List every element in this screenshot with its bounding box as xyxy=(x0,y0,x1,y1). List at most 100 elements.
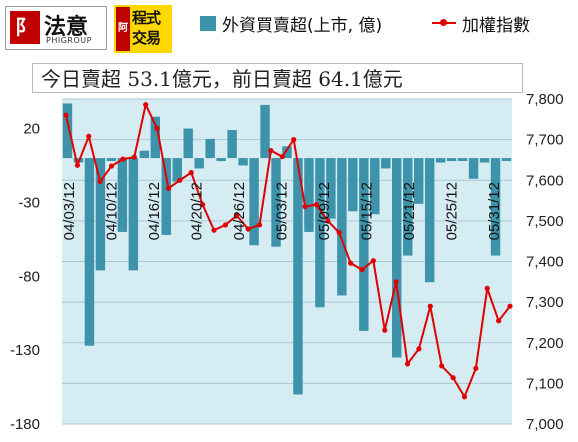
right-tick-label: 7,800 xyxy=(526,91,564,108)
bar xyxy=(435,158,446,163)
index-point xyxy=(484,285,490,291)
bar xyxy=(337,158,347,296)
date-tick-label: 04/03/12 xyxy=(61,182,78,240)
bar xyxy=(490,158,501,256)
bar xyxy=(326,158,336,219)
bar xyxy=(348,158,358,212)
date-tick-label: 05/03/12 xyxy=(274,182,291,240)
index-point xyxy=(200,202,206,208)
index-line xyxy=(65,101,511,400)
brand-logo: 阝 法意 PHIGROUP xyxy=(5,6,107,50)
bar xyxy=(293,158,303,395)
right-tick-label: 7,700 xyxy=(526,132,564,149)
index-point xyxy=(63,112,69,118)
index-point xyxy=(427,303,433,309)
bar xyxy=(62,103,73,159)
index-point xyxy=(74,162,80,168)
bar xyxy=(106,158,117,162)
index-point xyxy=(256,222,263,228)
bar xyxy=(271,158,281,247)
bar xyxy=(161,158,171,235)
date-tick-label: 04/16/12 xyxy=(146,182,163,240)
bar xyxy=(205,138,215,159)
index-point xyxy=(154,125,160,131)
index-point xyxy=(291,137,297,143)
index-point xyxy=(222,222,228,228)
right-axis-ticks: 7,800 7,700 7,600 7,500 7,400 7,300 7,200 7,100… xyxy=(526,91,564,433)
left-axis-ticks: 20 -30 -80 -130 -180 xyxy=(10,121,40,433)
index-point xyxy=(382,327,388,333)
x-tick-labels: 04/03/12 04/10/12 04/16/12 04/20/12 04/26/12… xyxy=(61,182,503,240)
left-tick-label: 20 xyxy=(23,121,40,138)
index-point xyxy=(131,154,137,160)
bar xyxy=(172,158,182,182)
bar xyxy=(150,116,161,159)
line-series xyxy=(63,101,513,400)
left-tick-label: -30 xyxy=(18,194,40,211)
index-point xyxy=(211,227,217,233)
index-point xyxy=(188,169,194,176)
index-point xyxy=(97,178,103,185)
date-tick-label: 04/20/12 xyxy=(189,182,206,240)
date-tick-label: 04/26/12 xyxy=(231,182,248,240)
index-point xyxy=(507,303,513,309)
bar xyxy=(468,158,479,179)
index-point xyxy=(325,218,331,224)
bar xyxy=(128,158,139,271)
brand-sub: PHIGROUP xyxy=(46,36,92,45)
index-point xyxy=(177,177,183,183)
index-point xyxy=(245,226,251,232)
right-tick-label: 7,400 xyxy=(526,254,564,271)
line-legend-marker xyxy=(440,19,447,26)
index-point xyxy=(370,258,376,264)
index-point xyxy=(86,133,92,139)
bar-legend-label: 外資買賣超(上市, 億) xyxy=(222,16,383,36)
right-tick-label: 7,300 xyxy=(526,294,564,311)
bar xyxy=(139,150,150,159)
index-point xyxy=(108,163,115,169)
program-logo: 阿叫 程式交易 xyxy=(114,5,172,78)
index-point xyxy=(496,318,502,324)
bar xyxy=(392,158,402,358)
index-point xyxy=(336,230,342,236)
index-point xyxy=(461,394,468,400)
bar xyxy=(238,158,248,166)
index-point xyxy=(359,267,365,273)
bar xyxy=(260,104,270,159)
bar xyxy=(216,158,226,162)
index-point xyxy=(473,365,479,371)
brand-mark-icon: 阝 xyxy=(10,11,40,44)
bar xyxy=(501,158,512,162)
bar xyxy=(315,158,325,308)
right-tick-label: 7,600 xyxy=(526,172,564,189)
date-tick-label: 05/09/12 xyxy=(316,182,333,240)
bar xyxy=(227,130,237,159)
bar xyxy=(282,146,292,159)
bar xyxy=(446,158,457,162)
date-tick-label: 05/31/12 xyxy=(486,182,503,240)
right-tick-label: 7,500 xyxy=(526,213,564,230)
bar xyxy=(249,158,259,246)
index-point xyxy=(313,202,320,208)
index-point xyxy=(279,154,285,160)
bar xyxy=(304,158,314,232)
index-point xyxy=(165,185,172,191)
chart-header: 阝 法意 PHIGROUP 阿叫 程式交易 外資買賣超(上市, 億) 加權指數 xyxy=(0,0,578,78)
bar xyxy=(370,158,380,215)
brand-name: 法意 xyxy=(44,15,89,40)
index-point xyxy=(234,212,240,219)
index-point xyxy=(450,375,456,381)
right-tick-label: 7,100 xyxy=(526,375,564,392)
left-tick-label: -130 xyxy=(10,342,40,359)
index-point xyxy=(120,156,126,162)
right-tick-label: 7,200 xyxy=(526,335,564,352)
bar xyxy=(359,158,369,331)
index-point xyxy=(404,361,411,367)
bar xyxy=(403,158,413,256)
bar xyxy=(84,158,95,346)
index-point xyxy=(268,147,274,154)
left-tick-label: -80 xyxy=(18,268,40,285)
date-tick-label: 05/25/12 xyxy=(444,182,461,240)
index-point xyxy=(302,204,308,210)
